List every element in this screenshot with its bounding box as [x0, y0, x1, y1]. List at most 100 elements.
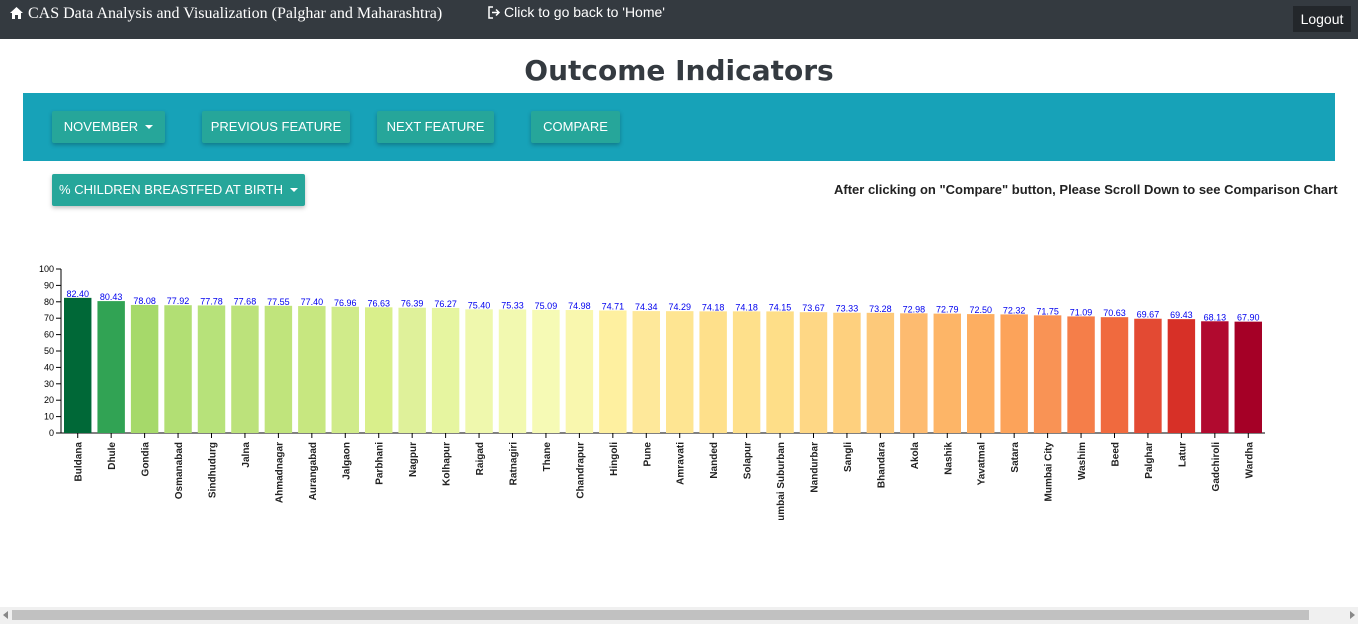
bar-chart: 0 10 20 30 40 50 60 70 80 90 100 82.40 Buldana 80.43 D… — [39, 264, 1265, 520]
bar — [1100, 317, 1129, 433]
month-dropdown-button[interactable]: NOVEMBER — [52, 111, 165, 143]
bar — [1067, 316, 1095, 433]
bar-value-label: 73.67 — [802, 303, 825, 313]
x-tick-label: Beed — [1111, 442, 1122, 466]
x-tick-label: Satara — [1010, 442, 1021, 473]
previous-feature-button[interactable]: PREVIOUS FEATURE — [202, 111, 350, 143]
bar — [933, 313, 961, 433]
bar-value-label: 74.29 — [668, 302, 691, 312]
y-tick-label: 90 — [44, 280, 54, 290]
bar — [632, 311, 660, 433]
bar-value-label: 71.75 — [1036, 306, 1059, 316]
feature-dropdown-label: % CHILDREN BREASTFED AT BIRTH — [59, 182, 283, 197]
x-tick-label: Thane — [542, 442, 553, 472]
back-home-link[interactable]: Click to go back to 'Home' — [487, 4, 665, 20]
y-tick-label: 50 — [44, 346, 54, 356]
scroll-right-icon[interactable] — [1350, 611, 1355, 619]
x-tick-label: Buldana — [74, 442, 85, 482]
bar-value-label: 72.98 — [903, 304, 926, 314]
bar — [967, 314, 995, 433]
x-tick-label: Palghar — [1144, 442, 1155, 479]
bar-value-label: 82.40 — [66, 289, 89, 299]
bar-value-label: 77.55 — [267, 297, 290, 307]
x-tick-label: Washim — [1077, 442, 1088, 480]
navbar-brand[interactable]: CAS Data Analysis and Visualization (Pal… — [10, 5, 442, 23]
x-tick-label: Jalna — [241, 442, 252, 468]
bar — [799, 312, 828, 433]
bar — [231, 305, 259, 433]
x-tick-label: Amravati — [676, 442, 687, 485]
bar-value-label: 74.71 — [602, 301, 625, 311]
month-dropdown-label: NOVEMBER — [63, 119, 139, 134]
home-icon — [10, 7, 23, 19]
caret-down-icon — [145, 125, 154, 129]
bar-value-label: 71.09 — [1070, 307, 1093, 317]
x-tick-label: Gondia — [141, 442, 152, 477]
x-tick-label: Mumbai Suburban — [776, 442, 787, 520]
bar — [1134, 318, 1162, 433]
x-tick-label: Aurangabad — [308, 442, 319, 500]
x-tick-label: Solapur — [743, 442, 754, 479]
bar-value-label: 70.63 — [1103, 308, 1126, 318]
bar — [565, 310, 594, 433]
bar-value-label: 72.79 — [936, 305, 959, 315]
bar — [1201, 321, 1229, 433]
x-tick-label: Sangli — [843, 442, 854, 472]
bar — [699, 311, 727, 433]
brand-label: CAS Data Analysis and Visualization (Pal… — [28, 5, 443, 22]
x-tick-label: Akola — [910, 442, 921, 470]
bar-value-label: 74.18 — [702, 302, 725, 312]
compare-button[interactable]: COMPARE — [531, 111, 620, 143]
bar — [1167, 319, 1196, 433]
bar — [599, 310, 627, 433]
bar-value-label: 77.68 — [234, 297, 257, 307]
bar-value-label: 76.39 — [401, 299, 424, 309]
x-tick-label: Osmanabad — [174, 442, 185, 499]
bar-value-label: 77.40 — [301, 297, 324, 307]
bar — [1033, 315, 1062, 433]
horizontal-scrollbar[interactable] — [0, 607, 1358, 624]
feature-toolbar: NOVEMBER PREVIOUS FEATURE NEXT FEATURE C… — [23, 93, 1335, 161]
y-tick-label: 30 — [44, 379, 54, 389]
bar-value-label: 69.67 — [1137, 310, 1160, 320]
x-tick-label: Yavatmal — [977, 442, 988, 486]
x-tick-label: Ahmadnagar — [274, 442, 285, 503]
scroll-left-icon[interactable] — [3, 611, 8, 619]
home-link-label: Click to go back to 'Home' — [504, 4, 665, 20]
bar-value-label: 72.32 — [1003, 305, 1026, 315]
x-tick-label: Bhandara — [876, 442, 887, 489]
x-tick-label: Nandurbar — [810, 442, 821, 493]
bar — [331, 306, 359, 433]
bar — [398, 307, 426, 433]
x-tick-label: Chandrapur — [575, 442, 586, 499]
bar-value-label: 74.98 — [568, 301, 591, 311]
x-tick-label: Ratnagiri — [509, 442, 520, 486]
feature-dropdown-button[interactable]: % CHILDREN BREASTFED AT BIRTH — [52, 174, 305, 206]
bar — [64, 297, 92, 433]
scrollbar-thumb[interactable] — [12, 610, 1309, 620]
logout-button[interactable]: Logout — [1293, 6, 1351, 32]
x-tick-label: Gadchiroli — [1211, 442, 1222, 492]
bar — [866, 312, 895, 433]
compare-instruction-note: After clicking on "Compare" button, Plea… — [834, 182, 1338, 197]
y-tick-label: 0 — [49, 428, 54, 438]
x-tick-label: Mumbai City — [1044, 442, 1055, 502]
y-tick-label: 70 — [44, 313, 54, 323]
bar-value-label: 75.33 — [501, 300, 524, 310]
bar — [298, 306, 326, 433]
caret-down-icon — [289, 188, 298, 192]
bar-value-label: 69.43 — [1170, 310, 1193, 320]
y-tick-label: 100 — [39, 264, 54, 274]
bar — [900, 313, 928, 433]
x-tick-label: Latur — [1177, 442, 1188, 467]
x-tick-label: Pune — [642, 442, 653, 467]
bar-value-label: 80.43 — [100, 292, 123, 302]
bar — [498, 309, 527, 433]
x-tick-label: Nagpur — [408, 442, 419, 477]
bar — [465, 309, 493, 433]
x-tick-label: Kolhapur — [442, 442, 453, 486]
bar — [766, 311, 794, 433]
bar-value-label: 76.96 — [334, 298, 357, 308]
next-feature-button[interactable]: NEXT FEATURE — [377, 111, 494, 143]
bar-value-label: 73.33 — [836, 304, 859, 314]
